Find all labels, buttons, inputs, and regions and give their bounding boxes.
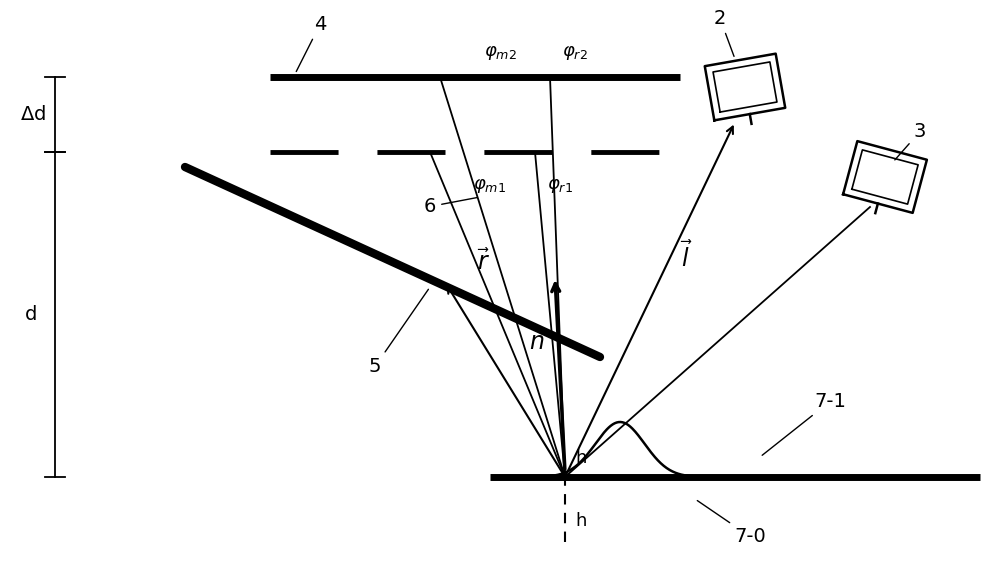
Text: 3: 3 xyxy=(895,122,926,160)
Text: $\vec{n}$: $\vec{n}$ xyxy=(529,329,545,355)
Text: 7-0: 7-0 xyxy=(697,501,766,546)
Text: $\vec{l}$: $\vec{l}$ xyxy=(680,242,692,272)
Text: h: h xyxy=(575,512,586,530)
Text: $\Delta$d: $\Delta$d xyxy=(20,104,46,124)
Text: 6: 6 xyxy=(424,197,477,216)
Text: $\varphi_{r1}$: $\varphi_{r1}$ xyxy=(547,177,573,195)
Text: $\varphi_{m2}$: $\varphi_{m2}$ xyxy=(484,44,516,62)
Text: 2: 2 xyxy=(714,9,734,56)
Text: $\varphi_{m1}$: $\varphi_{m1}$ xyxy=(473,177,507,195)
Text: 5: 5 xyxy=(369,289,428,376)
Text: d: d xyxy=(25,306,37,324)
Text: h: h xyxy=(575,449,586,467)
Text: 7-1: 7-1 xyxy=(762,392,846,455)
Text: $\varphi_{r2}$: $\varphi_{r2}$ xyxy=(562,44,588,62)
Text: 4: 4 xyxy=(296,15,326,71)
Text: $\vec{r}$: $\vec{r}$ xyxy=(477,249,490,275)
